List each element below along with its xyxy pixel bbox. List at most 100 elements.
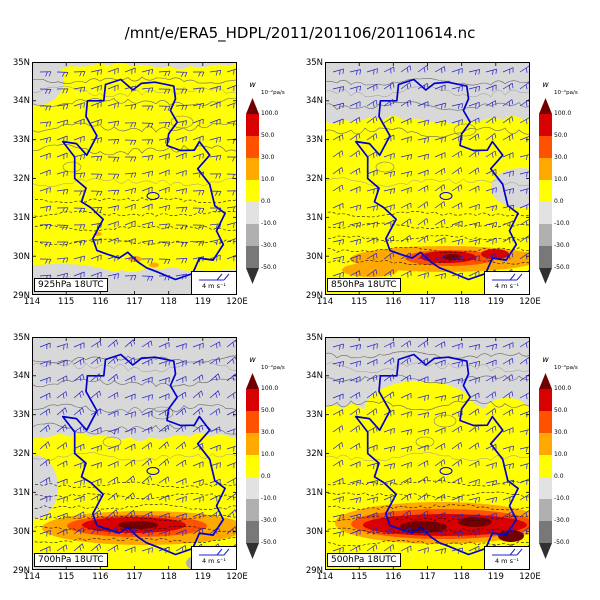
colorbar-cell	[246, 224, 259, 246]
colorbar-tick-label: 10.0	[261, 451, 275, 458]
lon-tick-label: 119	[487, 297, 504, 307]
lon-tick-label: 117	[419, 297, 436, 307]
colorbar-units-label: 10⁻²pa/s	[554, 365, 578, 371]
lat-tick-label: 35N	[305, 332, 323, 343]
figure-title: /mnt/e/ERA5_HDPL/2011/201106/20110614.nc	[124, 24, 476, 42]
lat-tick-label: 32N	[305, 174, 323, 184]
lat-tick-label: 29N	[305, 290, 323, 301]
lat-tick-label: 32N	[12, 174, 30, 184]
colorbar-cell	[539, 202, 552, 224]
colorbar-tick-label: 50.0	[261, 132, 275, 139]
lat-tick-label: 30N	[305, 251, 323, 262]
colorbar-cell	[539, 98, 552, 114]
colorbar-cell	[539, 433, 552, 455]
lon-tick-label: 116	[92, 572, 109, 582]
lat-tick-label: 30N	[12, 526, 30, 537]
panel-500hpa: 35N 34N 33N 32N 31N 30N 29N 114 115 116 117 118 119 1…	[301, 331, 593, 599]
lat-tick-label: 30N	[305, 526, 323, 537]
colorbar-tick-label: 30.0	[261, 154, 275, 161]
colorbar-tick-label: -50.0	[554, 264, 570, 271]
colorbar-units-label: 10⁻²pa/s	[261, 90, 285, 96]
colorbar-tick-label: -10.0	[554, 220, 570, 227]
lon-tick-label: 117	[126, 572, 143, 582]
lon-tick-label: 115	[58, 297, 75, 307]
colorbar-tick-label: 10.0	[554, 176, 568, 183]
colorbar-tick-label: 30.0	[261, 429, 275, 436]
colorbar-cell	[246, 433, 259, 455]
lon-tick-label: 114	[316, 297, 334, 307]
lat-tick-label: 29N	[12, 565, 30, 576]
colorbar-cell	[539, 411, 552, 433]
lat-tick-label: 35N	[12, 332, 30, 343]
wind-barb-legend-icon	[199, 273, 230, 281]
lat-tick-label: 31N	[12, 487, 30, 498]
colorbar-tick-label: 10.0	[261, 176, 275, 183]
lat-tick-label: 34N	[12, 96, 30, 107]
pressure-level-label: 925hPa 18UTC	[34, 278, 108, 292]
map-canvas-500hpa	[325, 337, 530, 570]
colorbar-units-label: 10⁻²pa/s	[261, 365, 285, 371]
colorbar-cell	[246, 411, 259, 433]
lat-tick-label: 29N	[305, 565, 323, 576]
wind-scale-label: 4 m s⁻¹	[201, 557, 227, 565]
colorbar-cell	[246, 202, 259, 224]
lon-tick-label: 116	[385, 297, 402, 307]
colorbar-cell	[246, 477, 259, 499]
colorbar-cell	[539, 499, 552, 521]
colorbar-cell	[539, 373, 552, 389]
lon-tick-label: 119	[194, 572, 211, 582]
colorbar-tick-label: 50.0	[554, 407, 568, 414]
lat-tick-label: 33N	[12, 135, 30, 146]
colorbar-cell	[246, 455, 259, 477]
colorbar-tick-label: -50.0	[261, 539, 277, 546]
lon-tick-label: 119	[194, 297, 211, 307]
lon-tick-label: 114	[316, 572, 334, 582]
lon-tick-label: 115	[58, 572, 75, 582]
wind-scale-box: 4 m s⁻¹	[484, 271, 530, 295]
lat-tick-label: 32N	[305, 449, 323, 459]
colorbar-variable-label: w	[249, 80, 256, 89]
wind-scale-box: 4 m s⁻¹	[484, 546, 530, 570]
pressure-level-label: 500hPa 18UTC	[327, 553, 401, 567]
lon-tick-label: 115	[351, 572, 368, 582]
colorbar-cell	[539, 180, 552, 202]
colorbar-cell	[246, 136, 259, 158]
colorbar-cell	[539, 224, 552, 246]
lon-tick-label: 118	[160, 572, 177, 582]
lon-tick-label: 120E	[226, 572, 248, 582]
lat-tick-label: 30N	[12, 251, 30, 262]
colorbar-cell	[539, 455, 552, 477]
colorbar-tick-label: 0.0	[554, 198, 564, 205]
lat-tick-label: 33N	[305, 135, 323, 146]
colorbar-cell	[539, 114, 552, 136]
colorbar-tick-label: 100.0	[554, 385, 572, 392]
lon-tick-label: 120E	[226, 297, 248, 307]
lon-tick-label: 114	[23, 297, 41, 307]
lat-tick-label: 35N	[12, 57, 30, 68]
wind-barb-legend-icon	[199, 548, 230, 556]
colorbar-tick-label: -10.0	[261, 220, 277, 227]
pressure-level-label: 700hPa 18UTC	[34, 553, 108, 567]
colorbar-tick-label: -10.0	[261, 495, 277, 502]
lon-tick-label: 120E	[519, 572, 541, 582]
lat-tick-label: 29N	[12, 290, 30, 301]
colorbar-cell	[246, 521, 259, 543]
colorbar-tick-label: 100.0	[554, 110, 572, 117]
lon-tick-label: 118	[453, 297, 470, 307]
colorbar-tick-label: -30.0	[554, 517, 570, 524]
lon-tick-label: 117	[419, 572, 436, 582]
colorbar-tick-label: 100.0	[261, 110, 279, 117]
lat-tick-label: 34N	[305, 371, 323, 382]
lat-tick-label: 33N	[12, 410, 30, 421]
colorbar-tick-label: -50.0	[554, 539, 570, 546]
lon-tick-label: 118	[160, 297, 177, 307]
colorbar-cell	[539, 158, 552, 180]
colorbar-cell	[246, 389, 259, 411]
panel-850hpa: 35N 34N 33N 32N 31N 30N 29N 114 115 116 117 118 119 1…	[301, 56, 593, 324]
lat-tick-label: 33N	[305, 410, 323, 421]
lon-tick-label: 118	[453, 572, 470, 582]
colorbar-cell	[246, 543, 259, 559]
panel-700hpa: 35N 34N 33N 32N 31N 30N 29N 114 115 116 117 118 119 1…	[8, 331, 300, 599]
colorbar-cell	[539, 521, 552, 543]
